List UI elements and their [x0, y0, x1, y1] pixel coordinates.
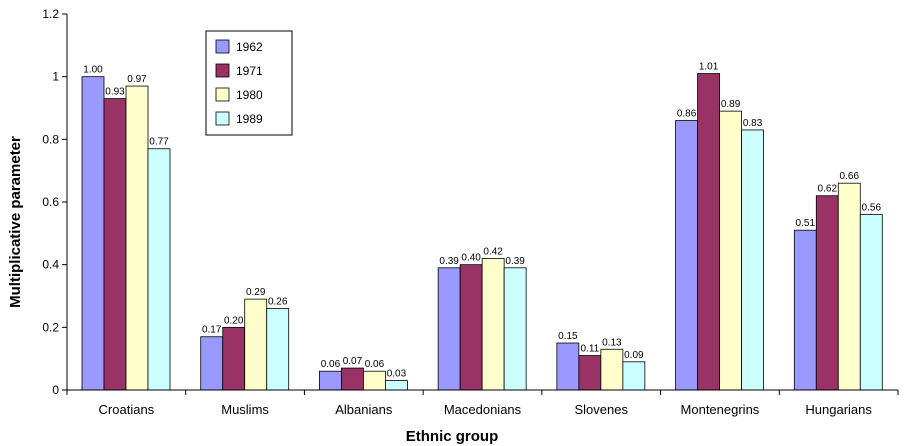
bar-1971-albanians: [341, 367, 364, 391]
y-tick-label: 0.2: [42, 320, 59, 334]
x-category-label: Montenegrins: [681, 402, 760, 417]
data-label: 0.06: [365, 359, 385, 370]
data-label: 0.06: [321, 359, 341, 370]
bar-1962-croatians: [81, 76, 105, 391]
bar-1980-albanians: [363, 370, 386, 391]
bar-1971-montenegrins: [697, 73, 720, 391]
bar-1971-slovenes: [578, 355, 602, 391]
data-label: 0.09: [624, 350, 644, 361]
bar-1962-montenegrins: [675, 120, 698, 391]
bar-1980-montenegrins: [719, 110, 742, 391]
bar-1971-hungarians: [815, 195, 839, 391]
legend-swatch-1980: [215, 87, 230, 102]
data-label: 0.97: [127, 74, 147, 85]
legend: 1962 1971 1980 1989: [205, 30, 293, 136]
bar-1980-slovenes: [600, 348, 624, 391]
legend-swatch-1971: [215, 63, 230, 78]
data-label: 0.62: [818, 184, 838, 195]
legend-label-1980: 1980: [236, 88, 263, 102]
data-label: 0.13: [602, 337, 622, 348]
data-label: 0.83: [743, 118, 763, 129]
data-labels-layer: 1.000.930.97 0.77 0.170.20 0.290.26 0.06 0.07…: [83, 62, 881, 380]
bar-1971-croatians: [103, 98, 127, 391]
bar-1989-croatians: [147, 148, 171, 391]
y-tick-label: 1: [52, 70, 59, 84]
y-tick-label: 0.6: [42, 195, 59, 209]
data-label: 0.86: [677, 109, 697, 120]
bar-1962-slovenes: [556, 342, 580, 391]
x-category-label: Croatians: [99, 402, 155, 417]
x-category-label: Muslims: [221, 402, 269, 417]
data-label: 0.51: [796, 218, 816, 229]
data-label: 0.40: [461, 253, 481, 264]
data-label: 0.56: [862, 203, 882, 214]
data-label: 0.17: [202, 325, 222, 336]
bar-1962-macedonians: [437, 267, 461, 391]
bar-1971-macedonians: [459, 264, 483, 391]
bar-1989-macedonians: [503, 267, 527, 391]
y-tick-label: 0.8: [42, 132, 59, 146]
bar-1980-muslims: [244, 298, 268, 391]
legend-label-1989: 1989: [236, 112, 263, 126]
legend-swatch-1962: [215, 39, 230, 54]
bar-1962-hungarians: [793, 229, 817, 391]
bar-1989-albanians: [385, 380, 408, 391]
data-label: 0.11: [580, 344, 599, 355]
bars-layer: [81, 73, 883, 391]
x-axis-title: Ethnic group: [406, 428, 499, 445]
bar-1989-slovenes: [622, 361, 646, 391]
bar-1980-macedonians: [481, 257, 505, 391]
bar-1980-hungarians: [837, 182, 861, 391]
data-label: 0.66: [840, 171, 860, 182]
data-label: 0.29: [246, 287, 266, 298]
bar-1989-muslims: [266, 308, 290, 391]
data-label: 0.03: [387, 369, 407, 380]
y-tick-label: 0.4: [42, 258, 59, 272]
x-category-label: Hungarians: [805, 402, 872, 417]
data-label: 1.01: [699, 62, 719, 73]
data-label: 0.07: [343, 356, 363, 367]
legend-swatch-1989: [215, 111, 230, 126]
y-tick-label: 0: [52, 383, 59, 397]
data-label: 0.39: [505, 256, 525, 267]
legend-label-1971: 1971: [236, 64, 263, 78]
bar-1962-albanians: [319, 370, 342, 391]
x-category-label: Macedonians: [444, 402, 522, 417]
axes-layer: 0 0.2 0.4 0.6 0.8 1 1.2 Croatians Muslims Albania…: [42, 7, 899, 417]
x-category-label: Slovenes: [574, 402, 628, 417]
data-label: 0.89: [721, 99, 741, 110]
data-label: 0.39: [439, 256, 459, 267]
data-label: 0.20: [224, 315, 244, 326]
data-label: 1.00: [83, 65, 103, 76]
x-category-label: Albanians: [335, 402, 393, 417]
bar-1980-croatians: [125, 85, 149, 391]
bar-1989-montenegrins: [741, 129, 764, 391]
y-tick-label: 1.2: [42, 7, 59, 21]
y-axis-title: Multiplicative parameter: [7, 136, 24, 308]
legend-label-1962: 1962: [236, 40, 263, 54]
data-label: 0.15: [558, 331, 578, 342]
data-label: 0.93: [105, 87, 125, 98]
bar-1989-hungarians: [859, 214, 883, 391]
data-label: 0.26: [268, 297, 288, 308]
bar-1962-muslims: [200, 336, 224, 391]
data-label: 0.42: [483, 246, 503, 257]
bar-1971-muslims: [222, 326, 246, 391]
data-label: 0.77: [149, 137, 169, 148]
